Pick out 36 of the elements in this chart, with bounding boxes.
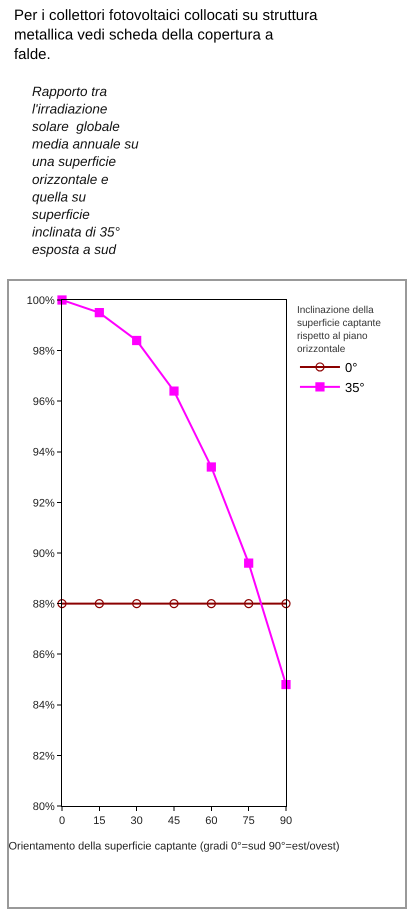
chart-title: Per i collettori fotovoltaici collocati su struttura metallica vedi scheda della copertura a falde. — [14, 7, 318, 63]
point — [132, 336, 142, 346]
legend-label: 0° — [344, 360, 358, 376]
x-tick-label: 90 — [280, 815, 292, 828]
point — [206, 599, 216, 608]
y-tick-label: 88% — [32, 598, 56, 610]
y-tick-label: 96% — [32, 396, 56, 408]
x-axis-title: Orientamento della superficie captante (gradi 0°=sud 90°=est/ovest) — [8, 840, 340, 852]
y-tick-label: 84% — [32, 700, 56, 712]
point — [281, 599, 291, 608]
x-tick-label: 0 — [58, 815, 66, 828]
legend-label: 35° — [344, 380, 365, 395]
point — [57, 599, 67, 608]
y-tick-label: 86% — [32, 649, 56, 662]
y-tick-label: 82% — [32, 750, 56, 762]
point — [132, 599, 142, 608]
point — [169, 599, 179, 608]
point — [244, 599, 254, 608]
x-tick-label: 15 — [93, 815, 106, 828]
legend-title: Inclinazione della superficie captante rispetto al piano orizzontale — [296, 305, 382, 355]
y-tick-label: 90% — [32, 548, 56, 560]
x-tick-label: 75 — [242, 815, 255, 828]
x-tick-label: 45 — [168, 815, 180, 828]
text: Rapporto tra l'irradiazione solare globale media annuale su una superficie orizzontale e quella su superficie inclinata di 35° esposta a sud — [32, 84, 139, 257]
point — [94, 599, 104, 608]
y-tick-label: 94% — [32, 446, 56, 459]
point — [244, 558, 254, 568]
point — [206, 462, 216, 472]
point — [94, 308, 104, 318]
y-tick-label: 98% — [32, 345, 56, 358]
y-tick-label: 92% — [32, 497, 56, 510]
y-tick-label: 100% — [26, 294, 56, 307]
x-tick-label: 60 — [205, 815, 218, 828]
y-tick-label: 80% — [32, 800, 56, 813]
x-tick-label: 30 — [130, 815, 143, 828]
point — [169, 386, 179, 396]
